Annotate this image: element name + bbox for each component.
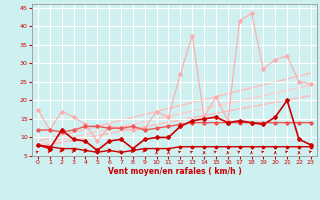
X-axis label: Vent moyen/en rafales ( km/h ): Vent moyen/en rafales ( km/h ) [108, 167, 241, 176]
